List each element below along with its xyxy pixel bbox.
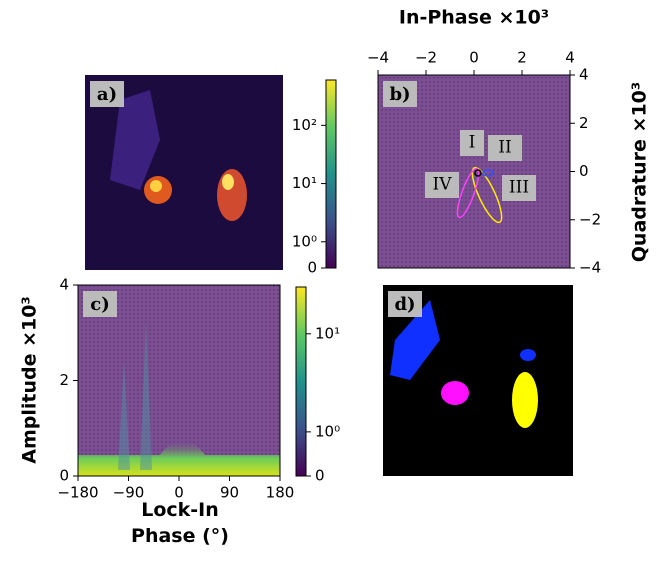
colorbar-tick-label: 0 — [307, 259, 317, 277]
panel-label: c) — [90, 294, 109, 315]
colorbar-tick-label: 10⁰ — [315, 422, 340, 440]
y-tick-label: 2 — [579, 114, 589, 132]
colorbar — [326, 80, 336, 268]
y-tick-label: 2 — [59, 371, 69, 389]
colorbar-tick-label: 10¹ — [315, 324, 340, 342]
y-tick-label: 0 — [59, 467, 69, 485]
colorbar-tick-label: 10⁰ — [292, 232, 317, 250]
x-tick-label: 4 — [565, 49, 575, 67]
panel-label: b) — [389, 84, 410, 105]
annotation: II — [498, 138, 511, 158]
x-tick-label: 0 — [469, 49, 479, 67]
x-axis-label: In-Phase ×10³ — [399, 7, 549, 29]
annotation: III — [509, 178, 529, 198]
figure: a) −4 −2 0 2 4 −4 −2 0 2 4 In-Phase ×10³ Quadrature … — [0, 0, 656, 580]
y-tick-label: 0 — [579, 162, 589, 180]
x-tick-label: 180 — [266, 484, 295, 502]
colorbar — [296, 287, 306, 476]
colorbar-tick-label: 10² — [292, 116, 317, 134]
x-tick-label: −180 — [57, 484, 98, 502]
y-axis-label: Amplitude ×10³ — [19, 296, 41, 464]
y-tick-label: −2 — [579, 210, 601, 228]
y-axis-label: Quadrature ×10³ — [629, 82, 651, 262]
y-tick-label: 4 — [59, 276, 69, 294]
panel-label: d) — [394, 294, 415, 315]
image-blob — [512, 372, 538, 428]
y-tick-label: −4 — [579, 259, 601, 277]
annotation: I — [469, 133, 476, 153]
annotation: IV — [433, 175, 453, 195]
image-blob — [222, 174, 234, 190]
y-tick-label: 4 — [579, 66, 589, 84]
image-blob — [441, 381, 469, 405]
x-tick-label: 2 — [517, 49, 527, 67]
x-axis-label: Lock-In Phase (°) — [100, 497, 260, 549]
colorbar-tick-label: 10¹ — [292, 174, 317, 192]
image-blob — [150, 180, 162, 192]
x-tick-label: −2 — [415, 49, 437, 67]
image-blob — [520, 349, 536, 361]
page: a) −4 −2 0 2 4 −4 −2 0 2 4 In-Phase ×10³ Quadrature … — [0, 0, 656, 580]
colorbar-tick-label: 0 — [315, 467, 325, 485]
x-tick-label: −4 — [367, 49, 389, 67]
panel-label: a) — [97, 84, 117, 105]
